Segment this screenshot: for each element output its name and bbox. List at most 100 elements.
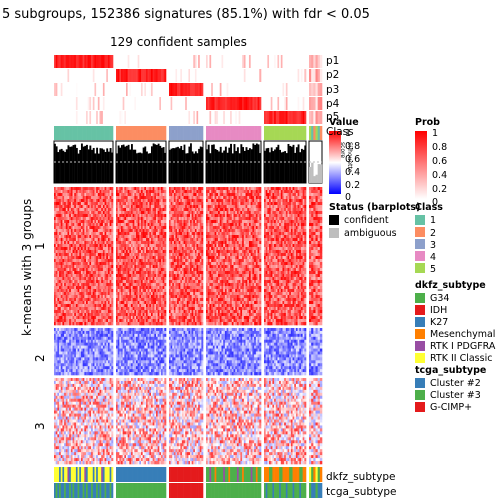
prob-cell: [284, 69, 287, 82]
heatmap-cell: [59, 223, 62, 227]
heatmap-cell: [297, 256, 300, 260]
heatmap-cell: [275, 202, 278, 206]
heatmap-cell: [74, 265, 77, 269]
heatmap-cell: [304, 199, 307, 203]
heatmap-cell: [181, 199, 184, 203]
prob-cell: [131, 111, 133, 124]
heatmap-cell: [116, 223, 118, 227]
heatmap-cell: [218, 262, 221, 266]
heatmap-cell: [252, 244, 255, 248]
heatmap-cell: [82, 205, 85, 209]
heatmap-cell: [137, 187, 140, 191]
prob-cell: [54, 69, 56, 82]
prob-cell: [285, 55, 288, 68]
heatmap-cell: [265, 199, 268, 203]
heatmap-cell: [302, 208, 305, 212]
heatmap-cell: [159, 241, 162, 245]
heatmap-cell: [226, 235, 229, 239]
heatmap-cell: [218, 256, 221, 260]
heatmap-cell: [177, 241, 180, 245]
heatmap-cell: [295, 262, 298, 266]
heatmap-cell: [91, 262, 94, 266]
prob-cell: [265, 55, 268, 68]
heatmap-cell: [295, 214, 298, 218]
heatmap-cell: [97, 262, 100, 266]
prob-cell: [59, 69, 62, 82]
prob-cell: [119, 97, 122, 110]
heatmap-cell: [102, 205, 105, 209]
heatmap-cell: [270, 226, 273, 230]
heatmap-cell: [87, 244, 90, 248]
heatmap-cell: [245, 193, 248, 197]
heatmap-cell: [188, 229, 191, 233]
heatmap-cell: [304, 223, 307, 227]
heatmap-cell: [317, 229, 321, 233]
class-cell: [178, 126, 181, 140]
heatmap-cell: [77, 247, 80, 251]
heatmap-cell: [259, 244, 262, 248]
heatmap-cell: [64, 229, 67, 233]
heatmap-cell: [190, 205, 192, 209]
heatmap-cell: [254, 214, 257, 218]
heatmap-cell: [257, 259, 260, 263]
heatmap-cell: [57, 235, 60, 239]
heatmap-cell: [64, 265, 67, 269]
heatmap-cell: [259, 220, 262, 224]
prob-cell: [65, 111, 68, 124]
heatmap-cell: [84, 217, 87, 221]
heatmap-cell: [75, 256, 78, 260]
heatmap-cell: [267, 244, 270, 248]
heatmap-cell: [97, 241, 100, 245]
heatmap-cell: [57, 190, 60, 194]
heatmap-cell: [60, 208, 63, 212]
heatmap-cell: [107, 220, 110, 224]
heatmap-cell: [240, 244, 243, 248]
heatmap-cell: [235, 226, 238, 230]
heatmap-cell: [247, 202, 250, 206]
heatmap-cell: [287, 208, 290, 212]
heatmap-cell: [89, 208, 92, 212]
heatmap-cell: [279, 235, 282, 239]
heatmap-cell: [59, 250, 62, 254]
prob-cell: [161, 83, 163, 96]
heatmap-cell: [188, 250, 191, 254]
prob-cell: [295, 83, 298, 96]
prob-cell: [264, 69, 266, 82]
heatmap-cell: [170, 214, 173, 218]
heatmap-cell: [231, 190, 234, 194]
heatmap-cell: [87, 202, 90, 206]
heatmap-cell: [209, 217, 212, 221]
heatmap-cell: [126, 241, 128, 245]
prob-cell: [243, 111, 246, 124]
heatmap-cell: [80, 250, 83, 254]
heatmap-cell: [70, 229, 73, 233]
heatmap-cell: [315, 205, 318, 209]
prob-cell: [277, 97, 280, 110]
heatmap-cell: [102, 253, 105, 257]
heatmap-cell: [82, 193, 85, 197]
heatmap-cell: [265, 256, 268, 260]
heatmap-cell: [129, 241, 132, 245]
heatmap-cell: [91, 199, 94, 203]
prob-cell: [122, 69, 125, 82]
heatmap-cell: [252, 187, 255, 191]
heatmap-cell: [122, 199, 125, 203]
heatmap-cell: [238, 226, 241, 230]
heatmap-cell: [191, 250, 194, 254]
heatmap-cell: [164, 244, 167, 248]
heatmap-cell: [57, 217, 60, 221]
heatmap-cell: [116, 187, 118, 191]
heatmap-cell: [67, 250, 70, 254]
heatmap-cell: [102, 232, 105, 236]
heatmap-cell: [233, 196, 236, 200]
heatmap-cell: [219, 214, 222, 218]
prob-cell: [243, 83, 246, 96]
heatmap-cell: [75, 244, 78, 248]
prob-cell: [209, 97, 212, 110]
heatmap-cell: [152, 217, 155, 221]
heatmap-cell: [74, 187, 77, 191]
class-cell: [185, 126, 188, 140]
prob-cell: [94, 69, 97, 82]
heatmap-cell: [242, 202, 245, 206]
prob-cell: [151, 55, 153, 68]
